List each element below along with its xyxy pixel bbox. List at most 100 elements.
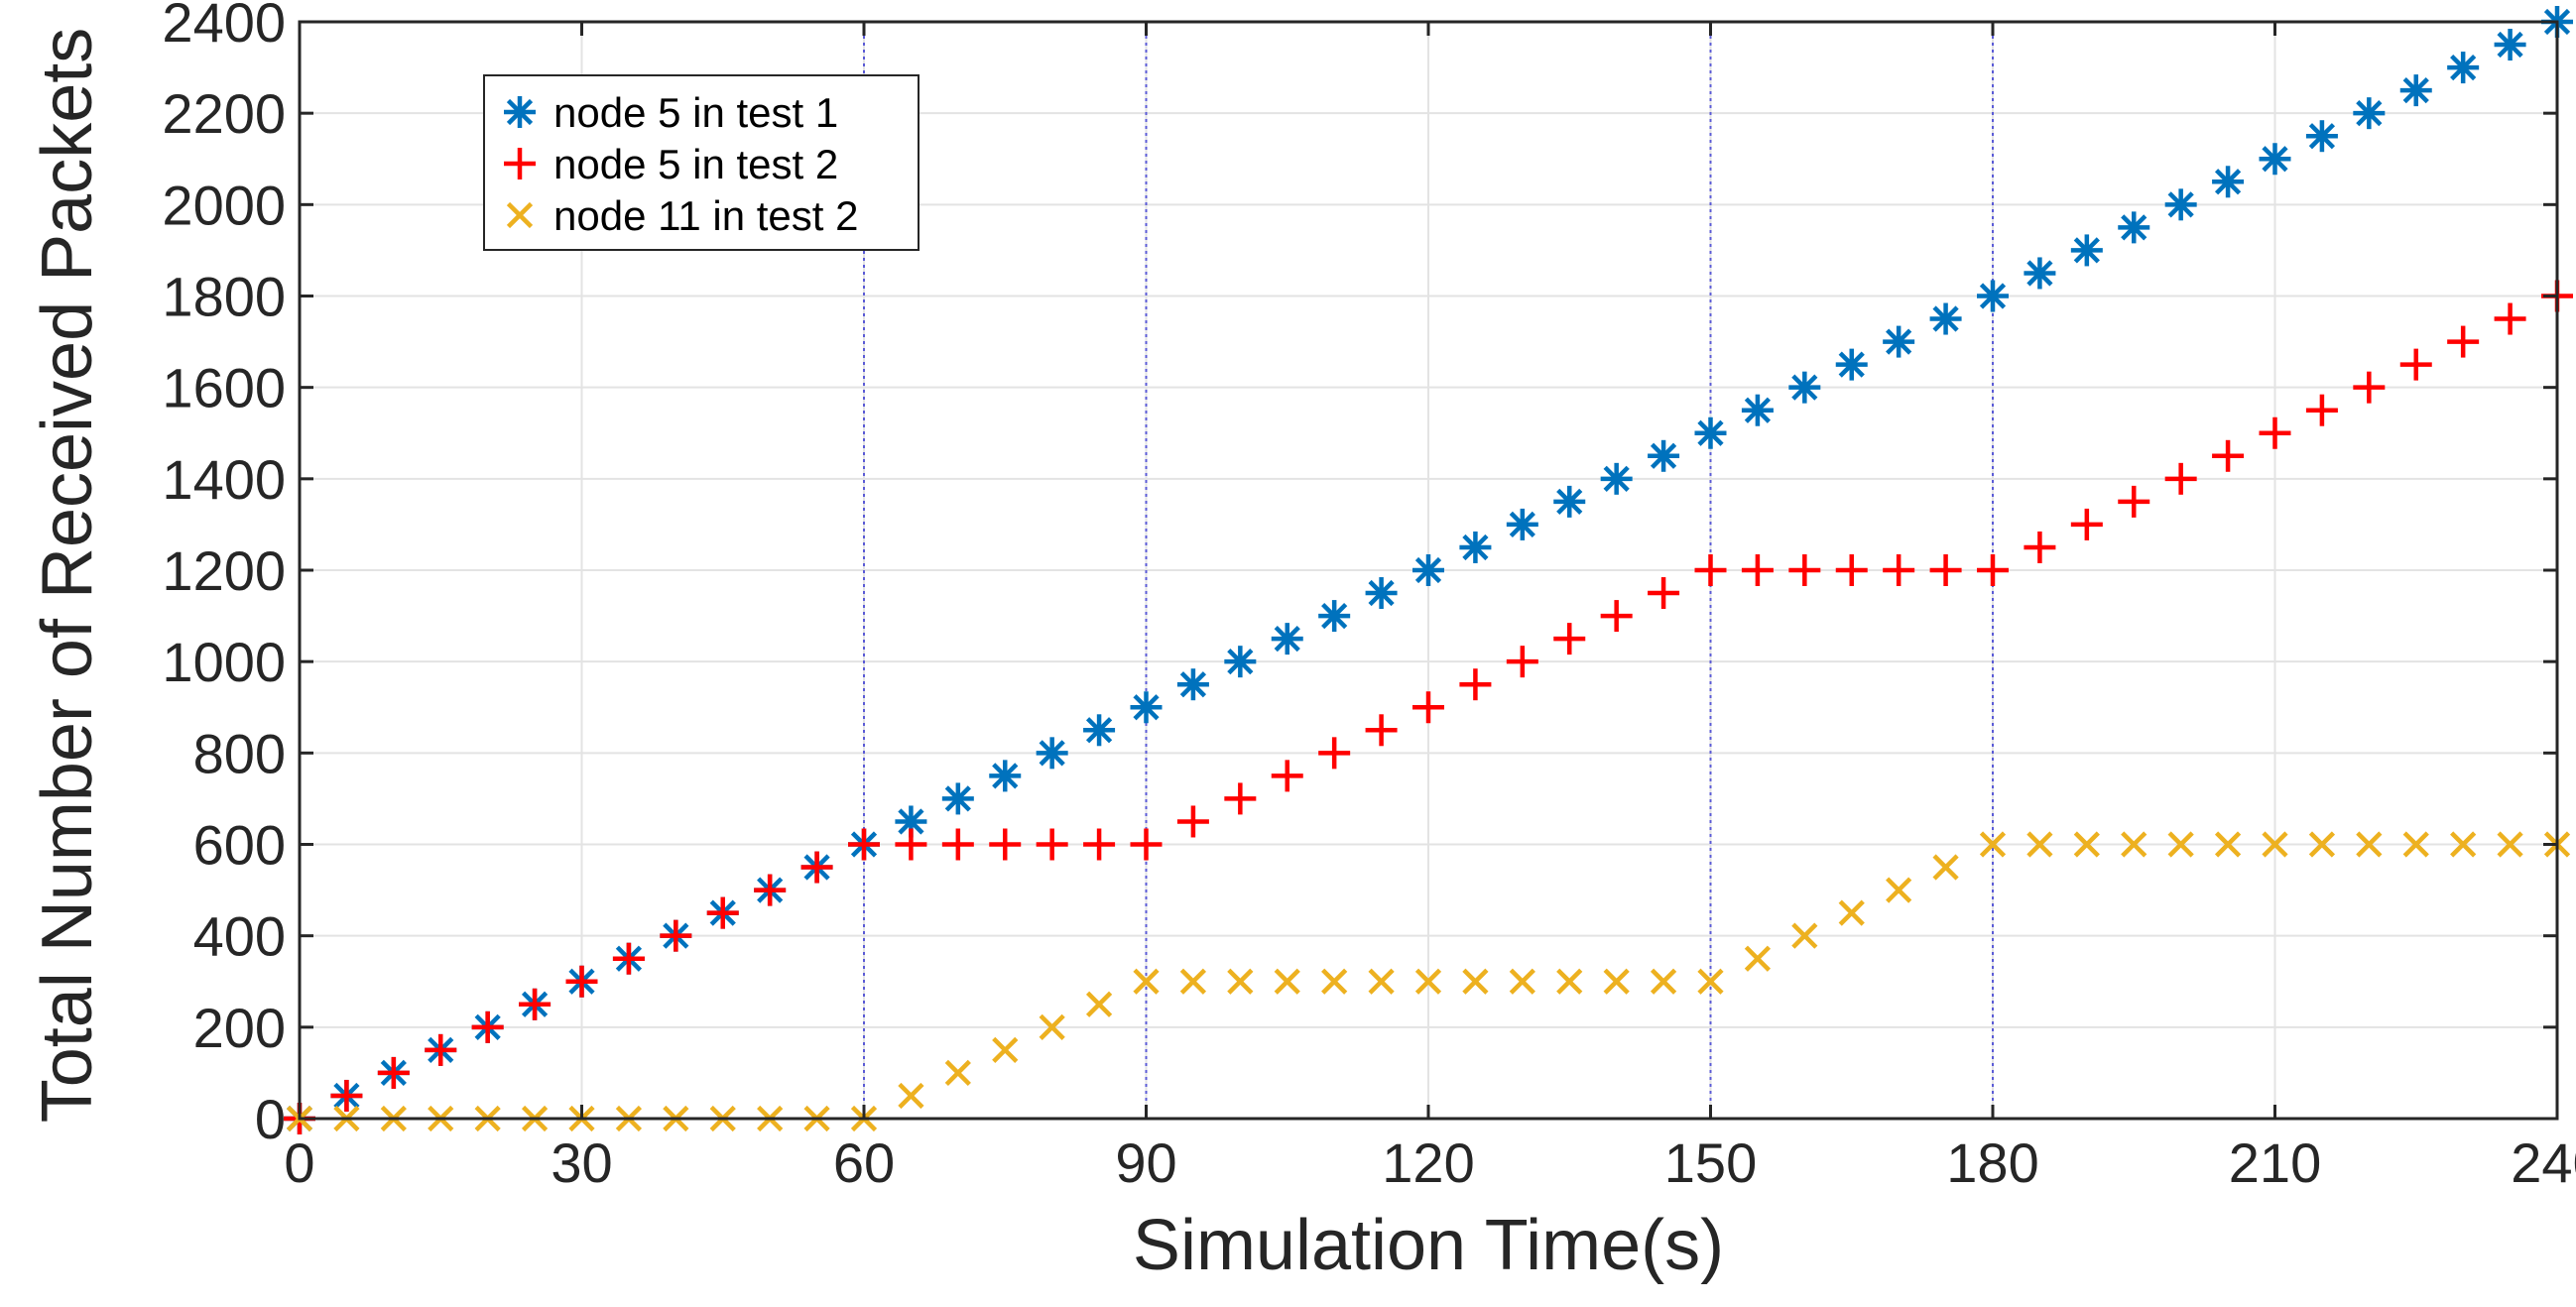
data-point — [1835, 348, 1868, 381]
data-point — [2212, 439, 2245, 472]
data-point — [1459, 668, 1492, 701]
data-point — [1368, 968, 1395, 995]
data-point — [992, 1036, 1019, 1063]
data-point — [2212, 166, 2245, 198]
data-point — [2070, 508, 2103, 540]
y-tick-label: 2000 — [162, 174, 286, 236]
data-point — [2402, 831, 2429, 858]
data-point — [471, 1010, 504, 1043]
data-point — [1556, 968, 1583, 995]
x-tick-label: 150 — [1664, 1131, 1757, 1194]
data-point — [1600, 600, 1633, 633]
data-point — [944, 1059, 971, 1087]
x-tick-label: 180 — [1946, 1131, 2038, 1194]
data-point — [2353, 97, 2386, 130]
data-point — [1039, 1013, 1065, 1040]
data-point — [2450, 831, 2477, 858]
data-point — [2494, 29, 2526, 61]
y-tick-label: 800 — [193, 722, 286, 784]
y-tick-label: 600 — [193, 814, 286, 877]
data-point — [2214, 831, 2242, 858]
data-point — [1179, 968, 1207, 995]
data-point — [1788, 371, 1821, 404]
data-point — [2121, 831, 2147, 858]
data-point — [1600, 462, 1633, 495]
data-point — [1083, 828, 1116, 861]
y-axis-title: Total Number of Received Packets — [28, 28, 107, 1124]
data-point — [2262, 831, 2288, 858]
legend-marker — [504, 148, 536, 179]
data-point — [1883, 325, 1915, 358]
data-point — [1838, 899, 1865, 926]
data-point — [1979, 831, 2007, 858]
data-point — [706, 896, 739, 929]
data-point — [1462, 968, 1489, 995]
legend-entry-label: node 11 in test 2 — [553, 192, 858, 239]
y-tick-label: 1800 — [162, 266, 286, 328]
data-point — [754, 874, 787, 906]
data-point — [2070, 234, 2103, 267]
data-point — [1085, 991, 1113, 1017]
data-point — [2259, 416, 2291, 449]
data-point — [1176, 805, 1209, 838]
data-point — [1130, 691, 1163, 724]
x-tick-label: 90 — [1115, 1131, 1176, 1194]
data-point — [2024, 257, 2056, 290]
data-point — [1036, 828, 1068, 861]
data-point — [2399, 348, 2432, 381]
data-point — [2308, 831, 2336, 858]
plot-area — [284, 6, 2573, 1134]
data-point — [848, 828, 880, 861]
data-point — [1694, 416, 1727, 449]
data-point — [1744, 945, 1772, 972]
x-tick-label: 240 — [2511, 1131, 2576, 1194]
data-point — [2356, 831, 2383, 858]
data-point — [2399, 74, 2432, 107]
data-point — [895, 805, 927, 838]
legend-box — [483, 74, 920, 251]
data-point — [2073, 831, 2100, 858]
data-point — [1929, 554, 1962, 586]
data-point — [898, 1082, 924, 1110]
x-tick-label: 60 — [833, 1131, 895, 1194]
y-tick-label: 1200 — [162, 539, 286, 602]
x-tick-label: 120 — [1382, 1131, 1474, 1194]
legend-entry-label: node 5 in test 2 — [553, 141, 838, 187]
data-point — [1694, 554, 1727, 586]
legend-entry-label: node 5 in test 1 — [553, 89, 838, 136]
data-point — [2164, 462, 2197, 495]
data-point — [1791, 922, 1818, 949]
x-tick-label: 0 — [284, 1131, 314, 1194]
data-point — [1176, 668, 1209, 701]
data-point — [941, 782, 974, 815]
data-point — [1506, 508, 1538, 540]
x-tick-label: 30 — [551, 1131, 612, 1194]
y-tick-label: 1400 — [162, 448, 286, 511]
y-tick-label: 0 — [255, 1088, 286, 1150]
x-axis-title: Simulation Time(s) — [1133, 1206, 1724, 1285]
data-point — [800, 851, 833, 884]
y-tick-label: 2200 — [162, 82, 286, 145]
data-point — [565, 965, 598, 998]
data-point — [1083, 714, 1116, 747]
data-point — [2024, 531, 2056, 563]
data-point — [1459, 531, 1492, 563]
data-point — [2353, 371, 2386, 404]
data-point — [1741, 554, 1774, 586]
data-point — [1553, 623, 1586, 655]
y-tick-label: 1600 — [162, 357, 286, 419]
legend-marker — [506, 201, 534, 229]
data-point — [1977, 554, 2009, 586]
data-point — [989, 828, 1022, 861]
data-point — [425, 1033, 457, 1066]
data-point — [2259, 143, 2291, 176]
data-point — [2167, 831, 2194, 858]
data-point — [1650, 968, 1677, 995]
data-point — [1697, 968, 1724, 995]
data-point — [2447, 325, 2480, 358]
data-point — [2118, 211, 2150, 244]
data-point — [2305, 394, 2338, 426]
data-point — [2305, 120, 2338, 153]
data-point — [1506, 646, 1538, 678]
